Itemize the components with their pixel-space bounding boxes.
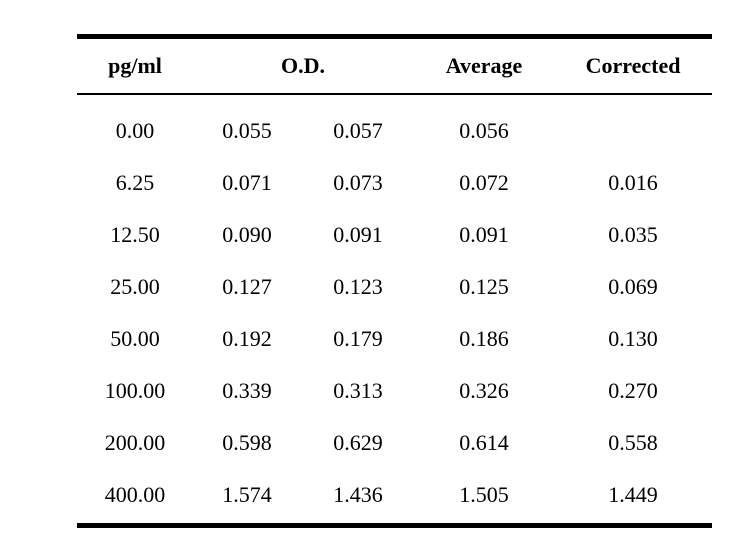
header-average: Average (445, 53, 523, 78)
cell-average: 0.056 (459, 118, 509, 143)
table-header-row: pg/ml O.D. Average Corrected (77, 39, 712, 93)
table-row: 100.00 0.339 0.313 0.326 0.270 (77, 365, 712, 417)
cell-pg-ml: 6.25 (115, 170, 155, 195)
cell-od-2: 0.313 (333, 378, 383, 403)
cell-pg-ml: 200.00 (104, 430, 166, 455)
cell-od-1: 0.055 (222, 118, 272, 143)
cell-average: 0.072 (459, 170, 509, 195)
cell-corrected: 0.069 (608, 274, 658, 299)
table-row: 25.00 0.127 0.123 0.125 0.069 (77, 261, 712, 313)
cell-od-1: 0.127 (222, 274, 272, 299)
cell-od-2: 0.179 (333, 326, 383, 351)
cell-od-1: 0.598 (222, 430, 272, 455)
table-body: 0.00 0.055 0.057 0.056 6.25 0.071 0.073 … (77, 95, 712, 523)
cell-corrected (565, 105, 701, 157)
cell-od-1: 0.192 (222, 326, 272, 351)
cell-od-2: 0.123 (333, 274, 383, 299)
table-row: 400.00 1.574 1.436 1.505 1.449 (77, 469, 712, 521)
cell-average: 0.186 (459, 326, 509, 351)
cell-average: 0.614 (459, 430, 509, 455)
table-row: 50.00 0.192 0.179 0.186 0.130 (77, 313, 712, 365)
cell-od-2: 0.091 (333, 222, 383, 247)
cell-pg-ml: 400.00 (104, 482, 166, 507)
cell-od-1: 1.574 (222, 482, 272, 507)
header-od: O.D. (281, 53, 325, 78)
cell-od-2: 0.057 (333, 118, 383, 143)
cell-corrected: 0.016 (608, 170, 658, 195)
cell-od-1: 0.090 (222, 222, 272, 247)
cell-corrected: 0.558 (608, 430, 658, 455)
cell-corrected: 0.035 (608, 222, 658, 247)
cell-od-2: 0.629 (333, 430, 383, 455)
cell-average: 0.091 (459, 222, 509, 247)
cell-pg-ml: 50.00 (110, 326, 160, 351)
cell-od-2: 0.073 (333, 170, 383, 195)
cell-average: 0.326 (459, 378, 509, 403)
table-row: 12.50 0.090 0.091 0.091 0.035 (77, 209, 712, 261)
cell-pg-ml: 100.00 (104, 378, 166, 403)
cell-average: 0.125 (459, 274, 509, 299)
cell-pg-ml: 12.50 (110, 222, 160, 247)
table-row: 6.25 0.071 0.073 0.072 0.016 (77, 157, 712, 209)
cell-corrected: 0.270 (608, 378, 658, 403)
cell-average: 1.505 (459, 482, 509, 507)
header-pg-ml: pg/ml (108, 53, 162, 78)
standard-curve-table: pg/ml O.D. Average Corrected 0.00 0.055 … (77, 34, 712, 528)
table-row: 0.00 0.055 0.057 0.056 (77, 105, 712, 157)
table-header-rule (77, 93, 712, 95)
cell-od-1: 0.339 (222, 378, 272, 403)
table-bottom-rule (77, 523, 712, 528)
header-corrected: Corrected (585, 53, 681, 78)
table-row: 200.00 0.598 0.629 0.614 0.558 (77, 417, 712, 469)
cell-corrected: 0.130 (608, 326, 658, 351)
cell-corrected: 1.449 (608, 482, 658, 507)
cell-od-1: 0.071 (222, 170, 272, 195)
cell-pg-ml: 25.00 (110, 274, 160, 299)
table-top-rule (77, 34, 712, 39)
cell-pg-ml: 0.00 (115, 118, 155, 143)
cell-od-2: 1.436 (333, 482, 383, 507)
